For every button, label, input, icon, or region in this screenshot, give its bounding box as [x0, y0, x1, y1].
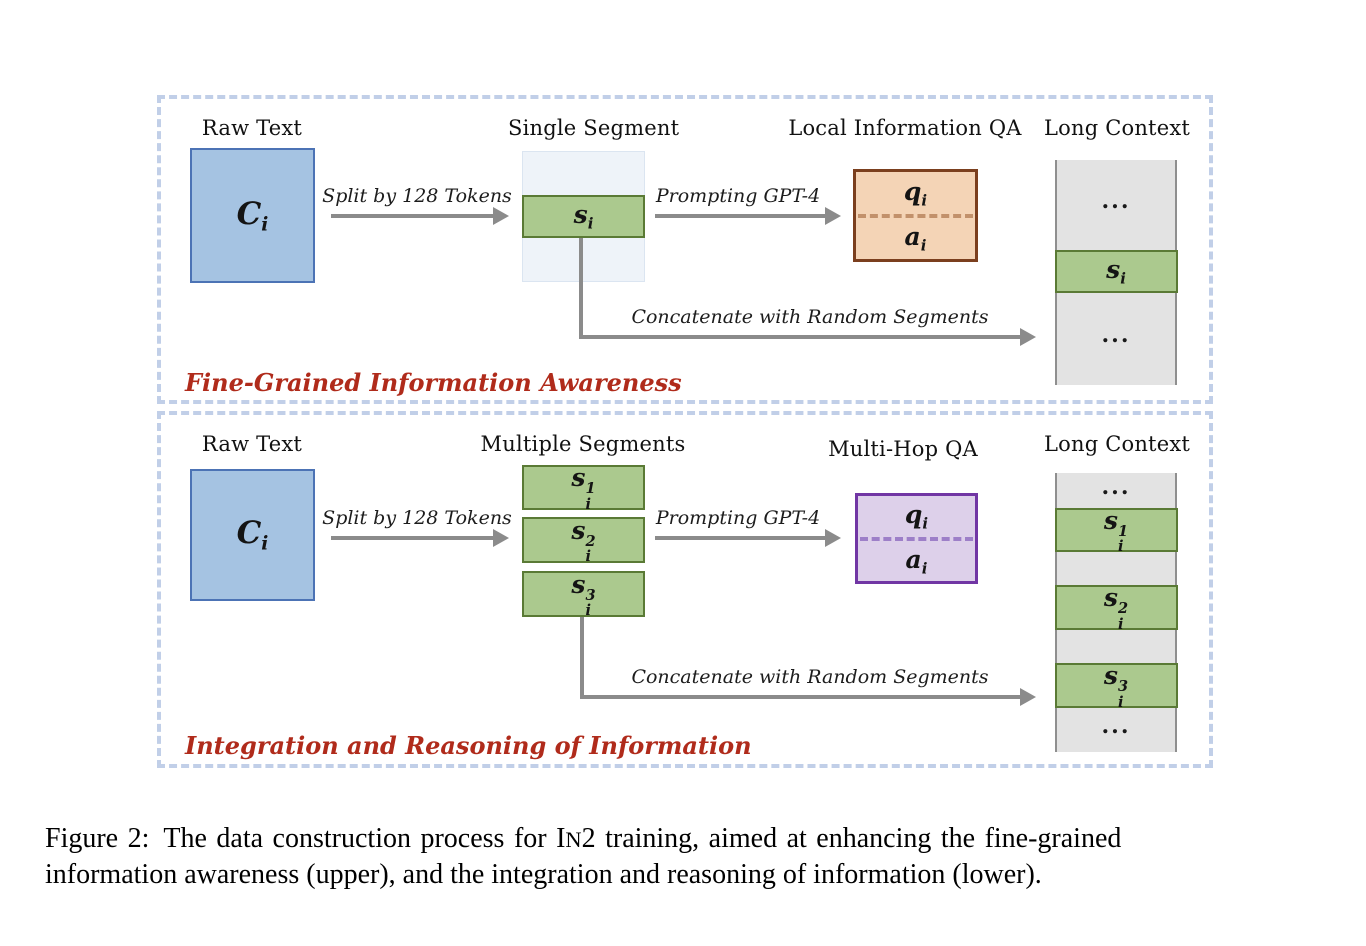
upper-local-qa-box: qi ai: [853, 169, 978, 262]
lower-raw-text-title: Raw Text: [201, 432, 303, 456]
lower-raw-text-box: Ci: [190, 469, 315, 601]
lower-multihop-qa-title: Multi-Hop QA: [828, 437, 978, 461]
lower-context-ellipsis-bottom: ...: [1101, 713, 1131, 739]
upper-concat-elbow-vertical: [579, 238, 583, 339]
lower-context-row-bottom: ...: [1057, 708, 1175, 752]
upper-question-cell: qi: [856, 172, 975, 214]
caption-line-1: Figure 2: The data construction process f…: [45, 823, 1122, 854]
upper-concat-elbow-horizontal: [579, 335, 1020, 339]
upper-prompt-arrow: [655, 214, 825, 218]
upper-prompt-arrow-label: Prompting GPT-4: [655, 185, 821, 207]
upper-concat-arrowhead: [1020, 328, 1036, 346]
lower-answer-cell: ai: [858, 541, 975, 582]
upper-split-arrowhead: [493, 207, 509, 225]
upper-raw-text-box: Ci: [190, 148, 315, 283]
upper-concat-arrow-label: Concatenate with Random Segments: [631, 306, 989, 328]
lower-context-row-gap2: [1057, 630, 1175, 663]
upper-answer-cell: ai: [856, 218, 975, 260]
upper-split-arrow-label: Split by 128 Tokens: [322, 185, 512, 207]
lower-question-cell: qi: [858, 496, 975, 537]
lower-concat-elbow-vertical: [580, 617, 584, 699]
lower-context-row-gap1: [1057, 552, 1175, 585]
caption-line-2: information awareness (upper), and the i…: [45, 859, 1042, 890]
upper-segment-box: si: [522, 195, 645, 238]
lower-context-ellipsis-top: ...: [1101, 473, 1131, 500]
lower-prompt-arrow: [655, 536, 825, 540]
upper-section-label: Fine-Grained Information Awareness: [185, 368, 682, 397]
lower-concat-elbow-horizontal: [580, 695, 1020, 699]
figure-caption: Figure 2: The data construction process f…: [45, 821, 1330, 892]
upper-context-ellipsis-bottom: ...: [1101, 322, 1131, 348]
lower-long-context-title: Long Context: [1043, 432, 1191, 456]
upper-answer-math: ai: [904, 222, 927, 255]
lower-split-arrow-label: Split by 128 Tokens: [322, 507, 512, 529]
upper-raw-text-title: Raw Text: [201, 116, 303, 140]
panel-integration-reasoning: [157, 411, 1213, 768]
caption-figure-label: Figure 2:: [45, 823, 150, 854]
lower-multiple-segments-title: Multiple Segments: [480, 432, 686, 456]
lower-section-label: Integration and Reasoning of Information: [185, 731, 752, 760]
lower-answer-math: ai: [905, 544, 928, 577]
lower-split-arrow: [331, 536, 493, 540]
lower-concat-arrowhead: [1020, 688, 1036, 706]
upper-context-row-top: ...: [1057, 160, 1175, 250]
upper-long-context-column: ... si ...: [1054, 160, 1178, 385]
upper-split-arrow: [331, 214, 493, 218]
upper-single-segment-title: Single Segment: [508, 116, 680, 140]
upper-context-row-segment: si: [1054, 250, 1178, 293]
lower-question-math: qi: [904, 500, 929, 533]
lower-context-row-top: ...: [1057, 473, 1175, 508]
upper-segment-math: si: [573, 200, 594, 233]
upper-local-qa-title: Local Information QA: [788, 116, 1022, 140]
lower-prompt-arrow-label: Prompting GPT-4: [655, 507, 821, 529]
upper-qa-divider: [858, 213, 973, 218]
lower-split-arrowhead: [493, 529, 509, 547]
upper-context-ellipsis-top: ...: [1101, 188, 1131, 214]
lower-prompt-arrowhead: [825, 529, 841, 547]
upper-context-segment-math: si: [1106, 255, 1126, 288]
panel-fine-grained-awareness: [157, 95, 1213, 404]
lower-multihop-qa-box: qi ai: [855, 493, 978, 584]
upper-question-math: qi: [903, 176, 928, 209]
raw-corpus-math: Ci: [236, 195, 269, 236]
upper-context-row-bottom: ...: [1057, 293, 1175, 385]
lower-concat-arrow-label: Concatenate with Random Segments: [631, 666, 989, 688]
upper-prompt-arrowhead: [825, 207, 841, 225]
lower-raw-corpus-math: Ci: [236, 515, 269, 555]
lower-qa-divider: [860, 536, 973, 541]
upper-long-context-title: Long Context: [1043, 116, 1191, 140]
